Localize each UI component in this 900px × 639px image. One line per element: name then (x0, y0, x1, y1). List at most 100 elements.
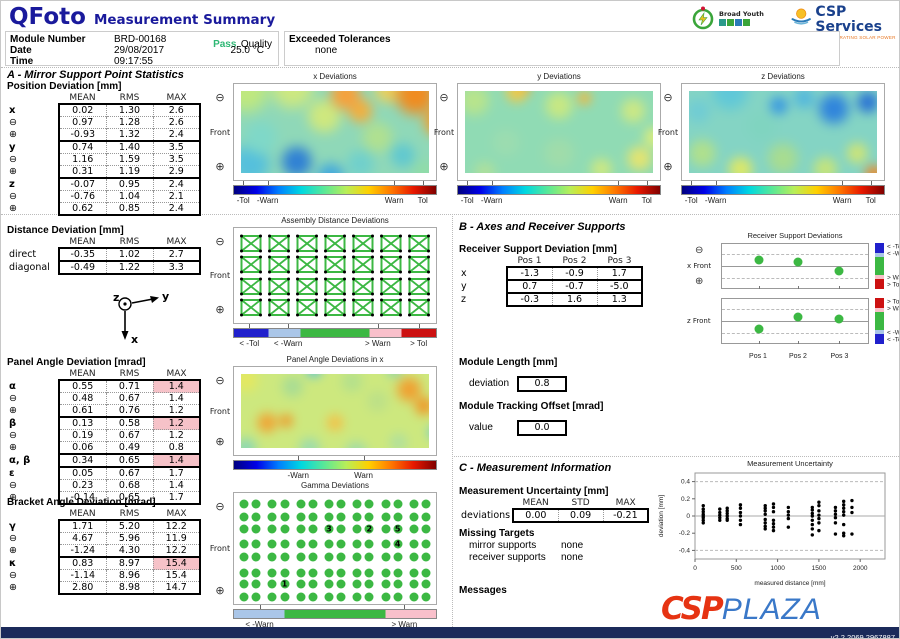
gamma-dot (336, 579, 346, 589)
module-length-label: deviation (469, 378, 510, 389)
gamma-dot (267, 568, 277, 578)
panel-angle-heatmap: Panel Angle Deviations in x ⊖ Front ⊕ -Warn W… (207, 355, 437, 480)
module-number-label: Module Number (10, 34, 86, 45)
crossed-box-icon (408, 298, 430, 317)
assembly-distance-chart: Assembly Distance Deviations ⊖ Front ⊕ (207, 216, 437, 348)
gamma-dot (324, 592, 334, 602)
svg-text:0.4: 0.4 (681, 479, 690, 486)
table-row: α, β 0.34 0.65 1.4 (7, 453, 201, 467)
gamma-dot (267, 592, 277, 602)
receiver-dot (834, 266, 844, 276)
table-row: x -1.3 -0.9 1.7 (459, 266, 643, 280)
gamma-dot (421, 499, 431, 509)
gamma-dot (421, 579, 431, 589)
exceeded-tolerances-box: Exceeded Tolerances none (284, 31, 840, 66)
gamma-dot (352, 539, 362, 549)
gamma-dot (267, 552, 277, 562)
panel-angle-title: Panel Angle Deviation [mrad] (7, 357, 146, 368)
gamma-dot (267, 499, 277, 509)
gamma-dot (308, 512, 318, 522)
chart-title: y Deviations (537, 72, 581, 81)
table-row: ε 0.05 0.67 1.7 (7, 466, 201, 480)
gamma-dot (296, 592, 306, 602)
table-row: z -0.3 1.6 1.3 (459, 292, 643, 307)
gamma-dot (239, 579, 249, 589)
table-row: x 0.02 1.30 2.6 (7, 103, 201, 117)
time-label: Time (10, 56, 34, 67)
crossed-box-icon (268, 277, 290, 296)
gamma-dot (336, 568, 346, 578)
position-deviation-title: Position Deviation [mm] (7, 81, 122, 92)
gamma-dot (324, 552, 334, 562)
exceeded-tolerances-label: Exceeded Tolerances (289, 34, 391, 45)
table-row: ⊕ -0.93 1.32 2.4 (7, 128, 201, 141)
crossed-box-icon (380, 277, 402, 296)
receiver-dot (793, 257, 803, 267)
gamma-dot (421, 552, 431, 562)
gamma-dot (308, 579, 318, 589)
receiver-support-chart: Receiver Support Deviations ⊖ x Front ⊕ < -T… (687, 231, 900, 360)
gamma-dot (267, 579, 277, 589)
gamma-dot (251, 568, 261, 578)
receiver-support-table: Pos 1 Pos 2 Pos 3 x -1.3 -0.9 1.7 y 0.7 -0.7 -5.0 z… (459, 255, 643, 307)
gamma-dot (239, 499, 249, 509)
gamma-dot (308, 499, 318, 509)
gamma-dot (336, 592, 346, 602)
section-b-title: B - Axes and Receiver Supports (459, 221, 626, 233)
data-table: MEAN RMS MAX direct -0.35 1.02 2.7 diagonal -0.4… (7, 236, 201, 275)
table-row: ⊖ 1.16 1.59 3.5 (7, 153, 201, 166)
crossed-box-icon (352, 255, 374, 274)
crossed-box-icon (380, 255, 402, 274)
crossed-box-icon (240, 298, 262, 317)
table-row: z -0.07 0.95 2.4 (7, 177, 201, 191)
gamma-dot (421, 592, 431, 602)
svg-text:0: 0 (693, 565, 697, 572)
gamma-dot (364, 552, 374, 562)
gamma-dot (409, 552, 419, 562)
gamma-dot (352, 512, 362, 522)
gamma-dot (280, 512, 289, 522)
gamma-dot (324, 512, 334, 522)
svg-text:0: 0 (686, 513, 690, 520)
gamma-dot (336, 539, 346, 549)
missing-mirror-value: none (561, 540, 584, 551)
crossed-box-icon (324, 277, 346, 296)
chart-title: z Deviations (761, 72, 805, 81)
data-table: MEAN RMS MAX α 0.55 0.71 1.4 ⊖ 0.48 0.67 1.4 ⊕ 0.61 0… (7, 368, 201, 505)
gamma-dot (267, 539, 277, 549)
time-value: 09:17:55 (114, 56, 153, 67)
svg-text:x: x (131, 333, 138, 346)
gamma-dot (239, 512, 249, 522)
data-table: Pos 1 Pos 2 Pos 3 x -1.3 -0.9 1.7 y 0.7 -0.7 -5.0 z… (459, 255, 643, 307)
gamma-dot (381, 592, 390, 602)
messages-title: Messages (459, 585, 507, 596)
gamma-dot (280, 592, 289, 602)
quality-label: Quality (240, 39, 272, 50)
table-row: ⊕ 0.61 0.76 1.2 (7, 404, 201, 417)
receiver-support-title: Receiver Support Deviation [mm] (459, 244, 617, 255)
section-a-title: A - Mirror Support Point Statistics (7, 69, 184, 81)
table-row: diagonal -0.49 1.22 3.3 (7, 260, 201, 275)
table-row: ⊕ -0.14 0.65 1.7 (7, 491, 201, 505)
table-row: ⊕ -1.24 4.30 12.2 (7, 544, 201, 557)
gamma-dot (381, 539, 390, 549)
gamma-dot (324, 568, 334, 578)
table-row: ⊖ 0.97 1.28 2.6 (7, 116, 201, 129)
crossed-box-icon (296, 234, 318, 253)
gamma-dot (352, 524, 362, 534)
gamma-dot-number: 1 (281, 579, 288, 589)
crossed-box-icon (408, 277, 430, 296)
gamma-dot (409, 499, 419, 509)
gamma-dot (251, 512, 261, 522)
gamma-dot (364, 579, 374, 589)
gamma-dot (364, 499, 374, 509)
panel-angle-table: MEAN RMS MAX α 0.55 0.71 1.4 ⊖ 0.48 0.67 1.4 ⊕ 0.61 0… (7, 368, 201, 505)
temperature-value: 25.0 °C (230, 45, 264, 56)
gamma-dot (409, 524, 419, 534)
divider (452, 456, 899, 457)
tracking-offset-label: value (469, 422, 493, 433)
gamma-dot (393, 552, 403, 562)
svg-text:-0.4: -0.4 (679, 547, 691, 554)
crossed-box-icon (352, 277, 374, 296)
uncertainty-scatter-chart: Measurement Uncertainty -0.4 -0.2 0 0.2 0.4 0 5… (653, 457, 893, 594)
